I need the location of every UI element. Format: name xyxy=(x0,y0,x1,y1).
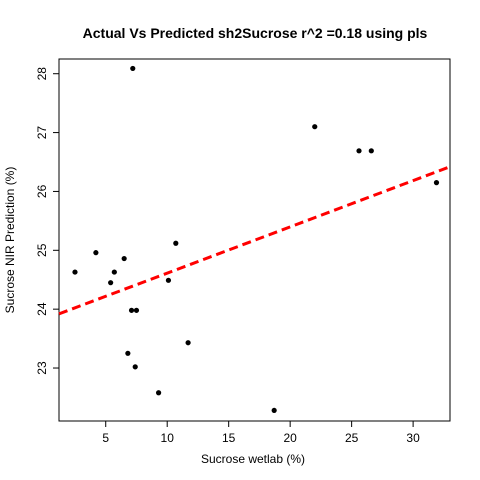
data-point xyxy=(368,148,374,154)
data-point xyxy=(155,390,162,396)
data-point xyxy=(132,364,138,370)
data-point xyxy=(93,250,99,256)
x-axis-label: Sucrose wetlab (%) xyxy=(201,452,305,466)
y-axis: 23 24 25 26 27 28 xyxy=(35,67,59,375)
x-tick-label: 30 xyxy=(406,431,420,445)
data-point xyxy=(433,180,440,186)
data-point xyxy=(128,307,135,313)
x-tick-label: 10 xyxy=(161,431,175,445)
data-point xyxy=(312,124,318,130)
x-tick-label: 25 xyxy=(345,431,359,445)
fit-line xyxy=(58,165,451,316)
y-tick-label: 25 xyxy=(35,243,49,257)
data-point xyxy=(125,350,131,356)
chart-title: Actual Vs Predicted sh2Sucrose r^2 =0.18… xyxy=(83,25,428,41)
data-point xyxy=(271,407,277,414)
y-tick-label: 26 xyxy=(35,184,49,198)
y-tick-label: 28 xyxy=(35,67,49,81)
data-point xyxy=(121,255,127,262)
data-point xyxy=(173,240,179,246)
y-axis-label: Sucrose NIR Prediction (%) xyxy=(3,167,17,314)
x-tick-label: 20 xyxy=(283,431,297,445)
y-tick-label: 24 xyxy=(35,302,49,316)
data-points xyxy=(72,65,440,414)
data-point xyxy=(356,148,362,154)
x-axis: 5 10 15 20 25 30 xyxy=(102,421,420,445)
regression-fit xyxy=(58,165,451,316)
data-point xyxy=(133,307,140,313)
data-point xyxy=(72,269,78,275)
x-tick-label: 5 xyxy=(102,431,109,445)
data-point xyxy=(165,277,172,283)
x-tick-label: 15 xyxy=(222,431,236,445)
data-point xyxy=(185,340,191,346)
data-point xyxy=(130,65,136,72)
y-tick-label: 27 xyxy=(35,126,49,140)
data-point xyxy=(111,269,117,275)
data-point xyxy=(108,280,114,286)
y-tick-label: 23 xyxy=(35,361,49,375)
plot-frame xyxy=(58,58,451,422)
